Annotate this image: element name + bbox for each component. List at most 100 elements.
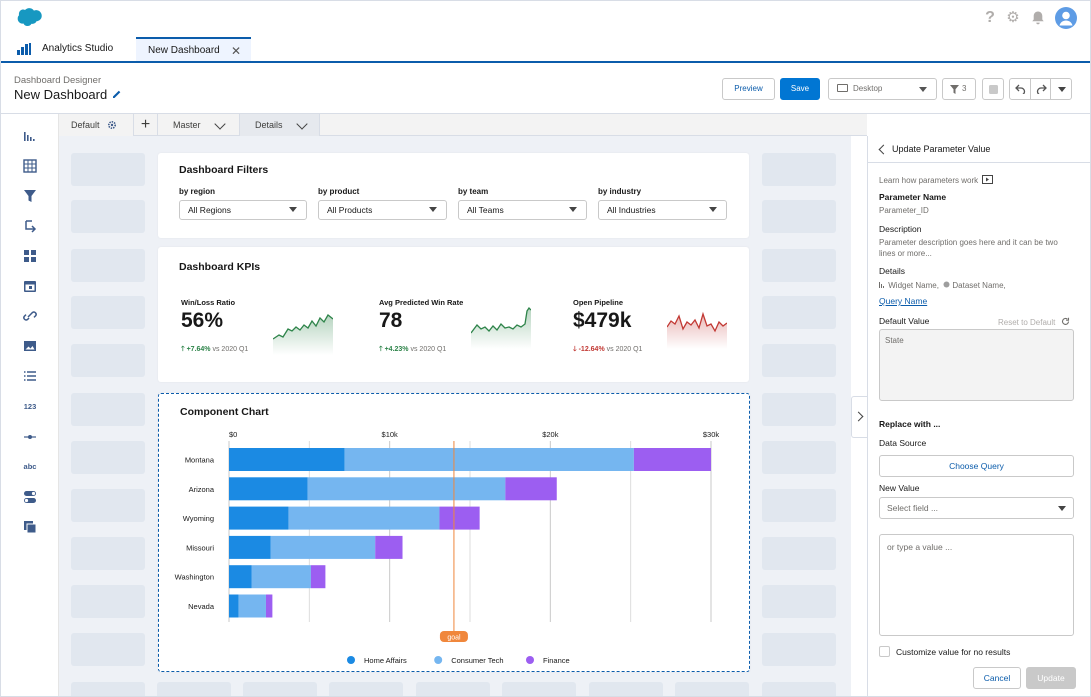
layers-icon[interactable] <box>21 519 39 535</box>
product-filter-select[interactable]: All Products <box>318 200 447 220</box>
select-field-dropdown[interactable]: Select field ... <box>879 497 1074 519</box>
bell-icon[interactable] <box>1030 10 1046 26</box>
query-name-link[interactable]: Query Name <box>879 296 928 306</box>
funnel-icon <box>950 85 959 94</box>
bar-chart-icon[interactable] <box>21 128 39 144</box>
chart-title: Component Chart <box>180 406 269 418</box>
details-widget: Widget Name, <box>888 281 939 290</box>
undo-button[interactable] <box>1009 78 1031 100</box>
chevron-left-icon[interactable] <box>878 144 889 155</box>
legend-label: Finance <box>543 656 570 665</box>
salesforce-cloud-logo-icon[interactable] <box>13 7 43 29</box>
customize-checkbox[interactable] <box>879 646 890 657</box>
tab-default[interactable]: Default <box>59 114 134 136</box>
text-icon[interactable]: abc <box>23 462 37 471</box>
more-actions-button[interactable] <box>1050 78 1072 100</box>
calendar-icon[interactable] <box>21 278 39 294</box>
table-icon[interactable] <box>21 158 39 174</box>
cancel-button[interactable]: Cancel <box>973 667 1021 689</box>
gear-icon[interactable] <box>107 120 117 130</box>
panel-toggle-button[interactable] <box>851 396 867 438</box>
choose-query-button[interactable]: Choose Query <box>879 455 1074 477</box>
grid-placeholder <box>416 682 490 696</box>
y-category-label: Wyoming <box>183 514 214 523</box>
new-dashboard-tab[interactable]: New Dashboard ✕ <box>136 37 251 61</box>
bar-segment <box>229 594 239 618</box>
dashboard-canvas[interactable]: Dashboard Filters by region All Regions … <box>59 136 851 696</box>
x-tick-label: $20k <box>542 430 559 439</box>
link-icon[interactable] <box>21 308 39 324</box>
tab-details[interactable]: Details <box>240 114 320 136</box>
grid-placeholder <box>71 249 145 282</box>
dashboard-filters-card[interactable]: Dashboard Filters by region All Regions … <box>158 153 749 238</box>
gear-icon[interactable]: ⚙ <box>1006 9 1020 26</box>
chevron-down-icon[interactable] <box>214 118 226 130</box>
default-value-text: State <box>885 336 904 345</box>
redo-button[interactable] <box>1030 78 1051 100</box>
dashboard-title: New Dashboard <box>14 87 108 102</box>
device-select[interactable]: Desktop <box>828 78 937 100</box>
default-value-label: Default Value <box>879 316 930 326</box>
save-button[interactable]: Save <box>780 78 820 100</box>
details-dataset: Dataset Name, <box>952 281 1006 290</box>
grid-placeholder <box>71 441 145 474</box>
x-tick-label: $10k <box>382 430 399 439</box>
number-icon[interactable]: 123 <box>23 402 37 411</box>
close-tab-icon[interactable]: ✕ <box>230 44 241 58</box>
device-select-value: Desktop <box>853 84 883 93</box>
kpi-delta: 🡑 +7.64% vs 2020 Q1 <box>181 345 248 356</box>
bar-segment <box>265 594 273 618</box>
industry-filter-select[interactable]: All Industries <box>598 200 727 220</box>
grid-placeholder <box>762 249 836 282</box>
win-loss-sparkline <box>273 314 333 355</box>
designer-header: Dashboard Designer New Dashboard Preview… <box>1 64 1090 114</box>
update-parameter-panel: Update Parameter Value Learn how paramet… <box>867 136 1090 696</box>
kpi-delta: 🡓 -12.64% vs 2020 Q1 <box>573 345 642 356</box>
goal-label: goal <box>447 635 461 642</box>
grid-placeholder <box>762 585 836 618</box>
add-page-button[interactable]: + <box>134 114 158 136</box>
bar-segment <box>229 477 308 501</box>
kpi-value: 78 <box>379 309 403 332</box>
page-tabs: Default + Master Details <box>59 114 867 136</box>
grid-placeholder <box>762 393 836 426</box>
image-icon[interactable] <box>21 338 39 354</box>
grid-placeholder <box>762 296 836 329</box>
kpi-delta-value: -12.64% <box>578 346 605 353</box>
x-tick-label: $0 <box>229 430 237 439</box>
region-filter-select[interactable]: All Regions <box>179 200 307 220</box>
tab-master[interactable]: Master <box>158 114 240 136</box>
list-icon[interactable] <box>21 368 39 384</box>
reset-to-default-link[interactable]: Reset to Default <box>998 316 1069 327</box>
grid-placeholder <box>762 682 836 696</box>
learn-parameters-link[interactable]: Learn how parameters work <box>879 174 994 185</box>
kpi-compare: vs 2020 Q1 <box>410 346 447 353</box>
preview-button[interactable]: Preview <box>722 78 775 100</box>
app-name-tab[interactable]: Analytics Studio <box>17 37 137 61</box>
description-value: Parameter description goes here and it c… <box>879 238 1058 258</box>
component-chart-card[interactable]: Component Chart $0 $10k $20k $30k Montana Ari… <box>158 393 750 672</box>
bar-segment <box>229 535 271 559</box>
filter-count-button[interactable]: 3 <box>942 78 976 100</box>
grid-placeholder <box>157 682 231 696</box>
type-value-textarea[interactable]: or type a value ... <box>879 534 1074 636</box>
filter-icon[interactable] <box>21 188 39 204</box>
dashboard-kpis-card[interactable]: Dashboard KPIs Win/Loss Ratio 56% 🡑 +7.6… <box>158 247 749 382</box>
grid-placeholder <box>71 537 145 570</box>
import-icon[interactable] <box>21 218 39 234</box>
stacked-bar-chart: $0 $10k $20k $30k Montana Arizona Wyoming Misso… <box>175 430 720 665</box>
replace-with-label: Replace with ... <box>879 419 941 429</box>
edit-pencil-icon[interactable] <box>112 89 122 99</box>
help-icon[interactable]: ? <box>985 9 995 26</box>
update-button[interactable]: Update <box>1026 667 1076 689</box>
chevron-down-icon[interactable] <box>296 118 308 130</box>
layout-grid-button[interactable] <box>982 78 1004 100</box>
user-avatar-icon[interactable] <box>1055 7 1077 29</box>
grid-placeholder <box>71 633 145 666</box>
team-filter-select[interactable]: All Teams <box>458 200 587 220</box>
slider-icon[interactable] <box>21 429 39 445</box>
grid-placeholder <box>762 537 836 570</box>
grid-placeholder <box>589 682 663 696</box>
grid-icon[interactable] <box>21 248 39 264</box>
toggle-icon[interactable] <box>21 489 39 505</box>
